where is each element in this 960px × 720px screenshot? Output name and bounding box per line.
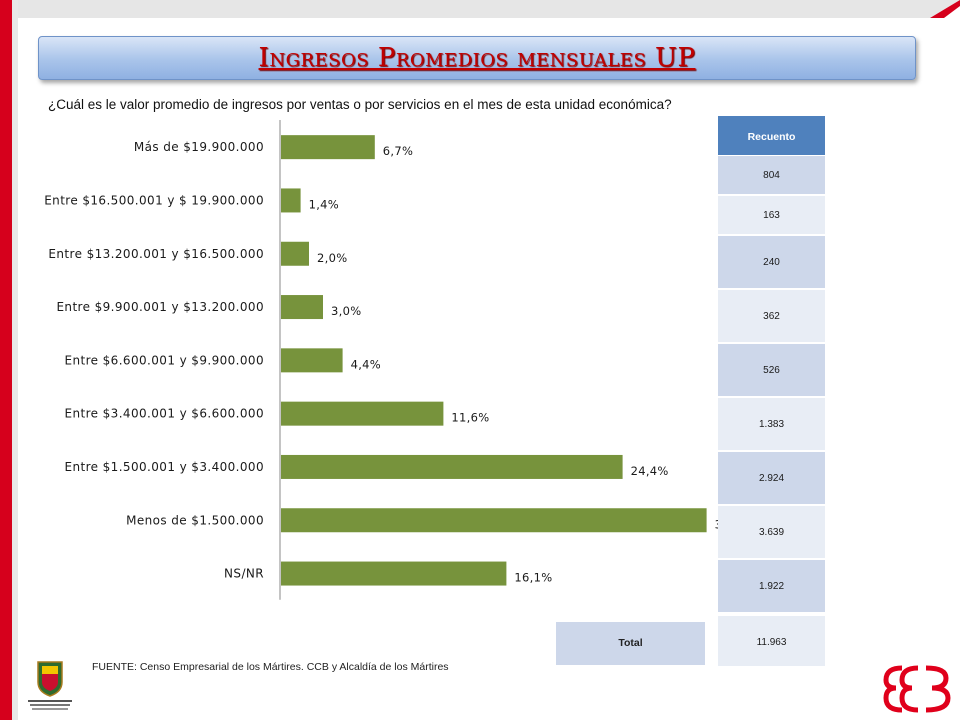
data-label: 6,7%	[383, 144, 413, 158]
category-label: Menos de $1.500.000	[126, 513, 264, 527]
bar	[281, 188, 301, 213]
page-title: Ingresos Promedios mensuales UP	[258, 43, 696, 73]
table-row	[718, 236, 825, 288]
frame-left-red	[0, 0, 12, 720]
table-row	[718, 344, 825, 396]
top-gray-band	[18, 0, 960, 18]
ccb-logo	[880, 660, 952, 716]
category-label: Entre $16.500.001 y $ 19.900.000	[44, 193, 264, 207]
table-row	[718, 196, 825, 234]
data-label: 2,0%	[317, 251, 347, 265]
table-total-value: 11.963	[757, 637, 787, 648]
category-label: Entre $9.900.001 y $13.200.000	[56, 300, 264, 314]
title-banner: Ingresos Promedios mensuales UP	[38, 36, 916, 80]
table-row	[718, 398, 825, 450]
table-row	[718, 506, 825, 558]
total-label: Total	[556, 622, 705, 665]
bar	[281, 295, 323, 320]
table-cell-value: 526	[763, 365, 780, 376]
bar	[281, 401, 444, 426]
category-label: Entre $13.200.001 y $16.500.000	[48, 247, 264, 261]
table-cell-value: 3.639	[759, 527, 784, 538]
data-label: 1,4%	[309, 197, 339, 211]
category-label: NS/NR	[224, 567, 264, 581]
table-cell-value: 362	[763, 311, 780, 322]
category-label: Más de $19.900.000	[134, 140, 264, 154]
table-header-label: Recuento	[748, 131, 796, 143]
table-row	[718, 290, 825, 342]
frame-left-gray	[12, 0, 18, 720]
bar	[281, 561, 507, 586]
category-label: Entre $3.400.001 y $6.600.000	[64, 407, 264, 421]
table-cell-value: 240	[763, 257, 780, 268]
source-note: FUENTE: Censo Empresarial de los Mártire…	[92, 661, 449, 673]
table-total-cell	[718, 616, 825, 666]
bar	[281, 241, 309, 266]
table-cell-value: 804	[763, 170, 780, 181]
top-red-accent	[930, 0, 960, 18]
bar	[281, 508, 707, 533]
table-row	[718, 452, 825, 504]
survey-question: ¿Cuál es le valor promedio de ingresos p…	[48, 97, 672, 112]
table-row	[718, 560, 825, 612]
data-label: 24,4%	[631, 464, 669, 478]
table-header-cell	[718, 116, 825, 155]
table-row	[718, 156, 825, 194]
table-cell-value: 163	[763, 210, 780, 221]
alcaldia-logo	[22, 656, 78, 716]
bar	[281, 135, 375, 160]
category-label: Entre $1.500.001 y $3.400.000	[64, 460, 264, 474]
category-label: Entre $6.600.001 y $9.900.000	[64, 353, 264, 367]
data-label: 16,1%	[514, 571, 552, 585]
bar	[281, 454, 623, 479]
data-label: 11,6%	[451, 411, 489, 425]
table-cell-value: 2.924	[759, 473, 784, 484]
chart-bars: Más de $19.900.000 6,7% Entre $16.500.001 …	[44, 120, 752, 600]
data-label: 4,4%	[351, 357, 381, 371]
table-cell-value: 1.383	[759, 419, 784, 430]
table-cell-value: 1.922	[759, 581, 784, 592]
data-label: 3,0%	[331, 304, 361, 318]
bar	[281, 348, 343, 373]
count-table: Recuento 804 163 240 362 526 1.383 2.924 3.639 1.…	[718, 116, 825, 666]
